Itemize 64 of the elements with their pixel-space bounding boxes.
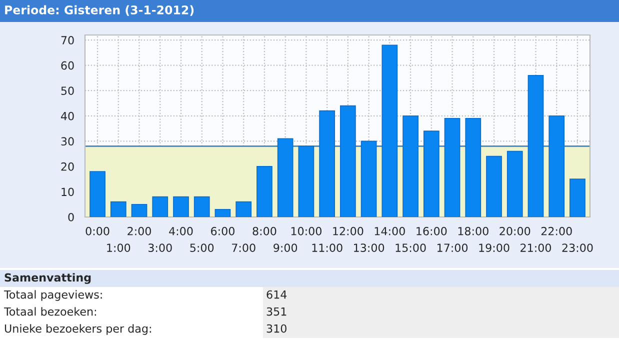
x-tick-label: 14:00 xyxy=(374,226,405,236)
bar xyxy=(570,178,586,217)
y-tick-label: 60 xyxy=(61,61,74,70)
x-tick-label: 9:00 xyxy=(274,244,298,252)
bar xyxy=(319,110,335,217)
x-tick-label: 0:00 xyxy=(86,226,110,236)
x-tick-label: 7:00 xyxy=(232,244,256,252)
bar xyxy=(360,140,377,217)
bar xyxy=(194,196,210,217)
bar xyxy=(382,44,398,217)
bar xyxy=(173,196,189,217)
y-tick-label: 70 xyxy=(61,36,74,44)
bar xyxy=(548,115,565,217)
x-tick-label: 23:00 xyxy=(562,244,593,252)
x-tick-label: 16:00 xyxy=(416,226,447,236)
bar xyxy=(131,204,148,217)
x-tick-label: 1:00 xyxy=(107,244,130,252)
x-tick-label: 18:00 xyxy=(458,226,488,236)
bar xyxy=(277,138,294,217)
bar xyxy=(90,171,106,217)
text: 614 xyxy=(266,290,287,299)
bar xyxy=(528,75,544,217)
x-tick-label: 4:00 xyxy=(169,226,193,236)
text: Totaal bezoeken: xyxy=(4,307,96,316)
y-tick-label: 50 xyxy=(61,86,74,95)
bar xyxy=(444,118,460,217)
bar xyxy=(465,118,482,217)
x-tick-label: 8:00 xyxy=(252,226,276,236)
x-tick-label: 11:00 xyxy=(312,244,342,252)
x-tick-label: 15:00 xyxy=(396,244,426,252)
bar xyxy=(236,201,252,217)
bar xyxy=(214,208,231,217)
bar xyxy=(256,166,272,217)
x-tick-label: 6:00 xyxy=(211,226,234,236)
text: 310 xyxy=(266,324,286,333)
bar xyxy=(402,115,418,217)
x-tick-label: 17:00 xyxy=(437,244,468,252)
x-tick-label: 10:00 xyxy=(291,226,322,236)
text: Totaal pageviews: xyxy=(4,290,102,301)
y-tick-label: 30 xyxy=(61,137,74,146)
x-tick-label: 2:00 xyxy=(128,226,151,236)
x-tick-label: 5:00 xyxy=(190,244,214,252)
bar xyxy=(152,196,168,217)
text: Unieke bezoekers per dag: xyxy=(4,324,151,335)
x-tick-label: 3:00 xyxy=(148,244,172,252)
x-tick-label: 21:00 xyxy=(520,244,552,252)
bar xyxy=(298,146,314,217)
text: 351 xyxy=(266,307,286,316)
x-tick-label: 20:00 xyxy=(500,226,530,236)
bar xyxy=(423,130,440,217)
bar xyxy=(506,150,523,217)
bar xyxy=(486,156,502,217)
y-tick-label: 10 xyxy=(62,188,74,196)
x-tick-label: 12:00 xyxy=(333,226,364,236)
bar xyxy=(340,105,356,217)
bar xyxy=(110,201,126,217)
chart-title: Periode: Gisteren (3-1-2012) xyxy=(5,5,194,16)
y-tick-label: 40 xyxy=(60,112,74,120)
y-tick-label: 0 xyxy=(68,212,74,222)
x-tick-label: 22:00 xyxy=(541,226,572,236)
x-tick-label: 13:00 xyxy=(354,244,384,252)
y-tick-label: 20 xyxy=(61,162,74,171)
text: Samenvatting xyxy=(4,273,91,284)
x-tick-label: 19:00 xyxy=(479,244,510,252)
